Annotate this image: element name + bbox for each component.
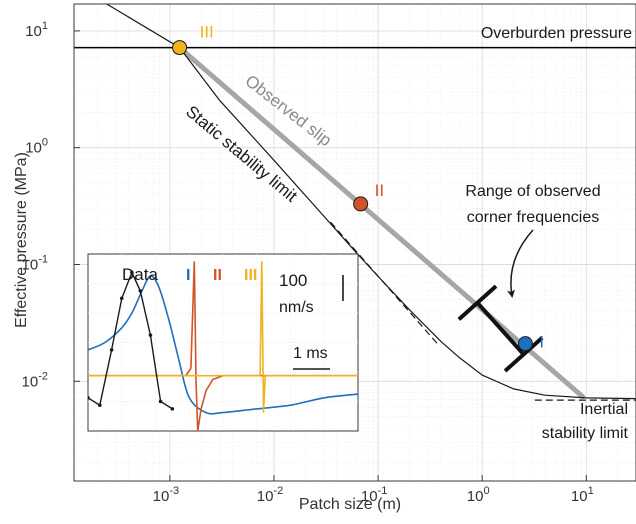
velocity-scale-unit: nm/s	[279, 299, 314, 316]
inset-data-point	[119, 296, 124, 301]
y-tick-exponent: 0	[42, 137, 48, 149]
curves	[74, 4, 636, 401]
y-tick-exponent: 1	[42, 20, 48, 32]
inset-data-point	[158, 399, 163, 404]
inset-data-point	[148, 333, 153, 337]
inset-waveforms	[88, 261, 358, 431]
corner-range-bar	[475, 301, 526, 356]
inertial-label-line1: Inertial	[580, 401, 628, 418]
event-marker-ii	[353, 196, 369, 212]
inset-data-point	[138, 289, 143, 293]
y-tick-exponent: -2	[38, 370, 48, 382]
x-tick-exponent: -3	[169, 485, 179, 497]
corner-range-cap	[503, 336, 544, 373]
corner-range-arrow	[507, 229, 534, 298]
corner-range-cap	[457, 284, 498, 321]
inset-series-i	[88, 275, 358, 415]
inset-data-point	[130, 270, 134, 275]
velocity-scale-value: 100	[279, 271, 307, 290]
y-axis-label: Effective pressure (MPa)	[13, 152, 30, 328]
corner-range-label-line1: Range of observed	[465, 183, 600, 200]
x-tick-label: 101	[571, 485, 594, 505]
plot-frame	[73, 3, 636, 482]
inset-legend-data: Data	[122, 265, 158, 284]
inset-grid	[88, 254, 358, 431]
static-asymptote	[330, 221, 439, 346]
x-tick-label: 10-2	[257, 485, 283, 505]
inset-panel: Data I II III 100 nm/s 1 ms	[87, 253, 359, 432]
x-tick-exponent: -1	[378, 485, 388, 497]
inset-data-point	[109, 348, 114, 352]
time-scale-label: 1 ms	[293, 345, 328, 362]
event-marker-iii	[172, 40, 188, 56]
x-axis-label: Patch size (m)	[299, 496, 401, 513]
y-tick-exponent: -1	[38, 253, 48, 265]
y-tick-label: 10-2	[22, 370, 48, 390]
inset-legend-ii: II	[213, 267, 222, 284]
event-marker-i	[517, 336, 533, 352]
overburden-label: Overburden pressure	[481, 25, 632, 42]
inset-data-point	[170, 407, 175, 411]
inertial-label-line2: stability limit	[542, 425, 629, 442]
static-stability-curve	[105, 4, 636, 400]
x-tick-exponent: -2	[273, 485, 283, 497]
y-tick-label: 101	[25, 20, 48, 40]
x-tick-label: 100	[467, 485, 490, 505]
event-label-ii: II	[375, 181, 384, 200]
inset-series-iii	[88, 261, 358, 413]
event-label-iii: III	[200, 23, 214, 42]
inset-legend-iii: III	[244, 267, 257, 284]
inset-data-point	[98, 403, 102, 407]
x-tick-exponent: 0	[483, 485, 489, 497]
observed-slip-line	[177, 45, 586, 400]
x-tick-label: 10-3	[153, 485, 179, 505]
inset-legend-i: I	[186, 267, 190, 284]
corner-range-label-line2: corner frequencies	[467, 209, 600, 226]
x-tick-exponent: 1	[588, 485, 594, 497]
event-label-i: I	[539, 333, 544, 352]
inset-data-point	[88, 396, 90, 400]
